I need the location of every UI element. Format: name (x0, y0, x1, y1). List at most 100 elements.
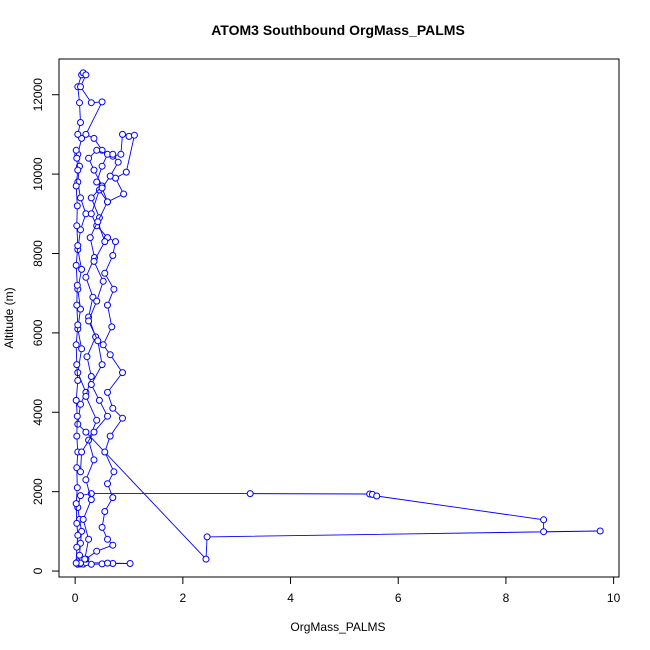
data-point (202, 555, 210, 563)
data-point (93, 146, 101, 154)
series-line (77, 72, 601, 565)
data-point (104, 388, 111, 396)
data-point (77, 83, 84, 91)
data-point (99, 341, 107, 349)
x-tick-label: 6 (395, 591, 402, 605)
data-series (74, 69, 604, 568)
data-point (78, 345, 86, 353)
data-point (77, 400, 84, 408)
data-point (98, 98, 106, 106)
data-point (72, 341, 80, 349)
data-point (73, 543, 81, 551)
y-tick-label: 4000 (31, 399, 45, 426)
data-point (74, 420, 82, 428)
data-point (109, 494, 117, 502)
data-point (98, 361, 106, 369)
data-point (82, 476, 90, 484)
series-line (80, 154, 119, 472)
data-point (104, 480, 111, 488)
data-point (98, 184, 106, 192)
data-point (94, 218, 102, 226)
data-point (78, 265, 86, 273)
data-point (81, 555, 89, 563)
data-point (77, 119, 84, 126)
data-point (73, 202, 81, 210)
data-point (87, 210, 95, 218)
y-tick-label: 10000 (31, 157, 45, 191)
data-point (104, 412, 111, 420)
data-point (87, 194, 95, 202)
data-point (87, 381, 95, 388)
x-tick-label: 10 (607, 591, 621, 605)
y-axis: 0 2000 4000 6000 8000 10000 12000 (31, 78, 60, 574)
data-point (83, 353, 91, 361)
data-point (540, 528, 548, 536)
data-point (90, 456, 98, 464)
data-point (76, 99, 83, 107)
data-point (117, 150, 125, 158)
data-point (82, 130, 90, 138)
data-point (109, 541, 117, 549)
data-point (104, 559, 111, 567)
data-point (72, 500, 80, 508)
data-point (72, 146, 80, 154)
y-tick-label: 0 (31, 567, 45, 574)
data-point (95, 396, 103, 404)
data-point (85, 535, 93, 543)
data-series (77, 150, 122, 476)
x-axis-label: OrgMass_PALMS (290, 620, 385, 634)
data-point (85, 154, 93, 162)
data-point (74, 130, 82, 138)
data-point (74, 377, 82, 384)
data-point (87, 99, 95, 107)
y-tick-label: 2000 (31, 478, 45, 505)
data-point (73, 361, 81, 369)
data-point (82, 71, 90, 79)
data-point (114, 158, 122, 166)
data-point (101, 448, 109, 456)
y-axis-label: Altitude (m) (2, 287, 16, 348)
data-point (73, 412, 81, 420)
data-point (106, 432, 114, 440)
data-point (78, 448, 86, 456)
data-point (72, 182, 80, 190)
data-point (73, 519, 81, 527)
data-point (109, 404, 117, 412)
data-point (540, 516, 548, 524)
data-point (596, 527, 604, 535)
data-point (85, 317, 93, 325)
data-point (126, 560, 134, 567)
data-point (101, 508, 109, 515)
data-point (72, 261, 80, 269)
data-point (119, 414, 126, 422)
x-axis: 0 2 4 6 8 10 (72, 576, 621, 605)
data-point (87, 496, 95, 504)
data-point (74, 242, 82, 250)
data-point (101, 269, 109, 277)
data-point (119, 130, 126, 138)
data-point (93, 416, 101, 424)
data-series (72, 146, 82, 567)
data-point (73, 484, 81, 492)
data-point (99, 277, 107, 285)
x-tick-label: 4 (287, 591, 294, 605)
data-point (94, 337, 102, 345)
chart-title: ATOM3 Southbound OrgMass_PALMS (211, 22, 465, 38)
data-point (82, 273, 90, 281)
data-point (90, 166, 98, 174)
data-point (77, 194, 84, 202)
data-point (104, 535, 111, 543)
plot-frame (58, 58, 620, 578)
data-point (112, 238, 119, 246)
series-layer (72, 69, 604, 568)
data-series (79, 146, 111, 563)
data-point (110, 468, 118, 476)
data-point (72, 559, 80, 567)
data-point (73, 281, 81, 289)
data-point (104, 301, 111, 309)
data-point (82, 428, 90, 436)
data-point (86, 234, 94, 242)
data-point (87, 373, 95, 380)
data-point (93, 178, 101, 186)
